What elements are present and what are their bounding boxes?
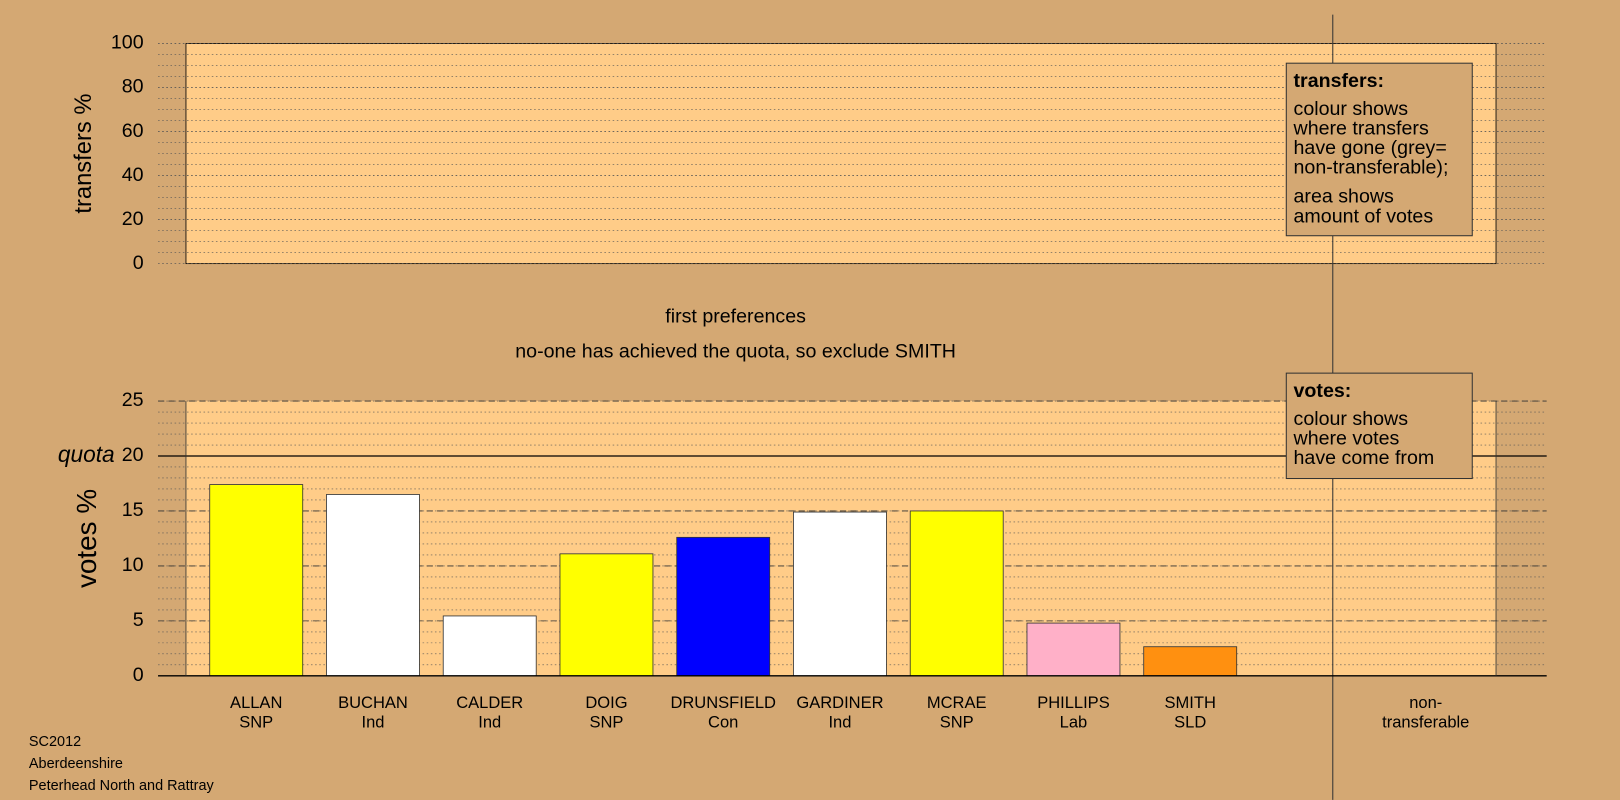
- footer-line: Aberdeenshire: [29, 756, 123, 772]
- x-tick-label: CALDER: [456, 693, 523, 712]
- y-tick-label: 60: [122, 120, 144, 142]
- y-tick-label: 5: [133, 609, 144, 631]
- party-label: SNP: [940, 713, 974, 732]
- bar: [676, 536, 771, 677]
- legend-line: colour shows: [1294, 408, 1409, 430]
- y-tick-label: 20: [122, 444, 144, 466]
- nontransferable-label: non-: [1409, 693, 1442, 712]
- bar: [909, 510, 1004, 677]
- nontransferable-label: transferable: [1382, 713, 1469, 732]
- x-tick-label: SMITH: [1165, 693, 1216, 712]
- chart-subtitle: no-one has achieved the quota, so exclud…: [515, 341, 956, 363]
- party-label: Ind: [361, 713, 384, 732]
- bar: [1026, 622, 1121, 677]
- footer-line: SC2012: [29, 734, 81, 750]
- bar: [559, 553, 654, 677]
- legend-title: transfers:: [1294, 70, 1385, 92]
- legend-box: [1285, 372, 1473, 480]
- y-tick-label: 20: [122, 208, 144, 230]
- x-tick-label: DOIG: [585, 693, 627, 712]
- x-tick-label: MCRAE: [927, 693, 987, 712]
- legend-line: have gone (grey=: [1294, 137, 1447, 159]
- legend-line: have come from: [1294, 447, 1435, 469]
- party-label: SNP: [239, 713, 273, 732]
- y-tick-label: 25: [122, 389, 144, 411]
- bar: [1143, 646, 1238, 677]
- x-tick-label: DRUNSFIELD: [670, 693, 776, 712]
- x-tick-label: GARDINER: [796, 693, 883, 712]
- bar: [793, 511, 887, 677]
- quota-label: quota: [58, 441, 115, 467]
- y-tick-label: 80: [122, 76, 144, 98]
- party-label: Ind: [828, 713, 851, 732]
- marks: [209, 484, 1238, 677]
- party-label: SLD: [1174, 713, 1206, 732]
- x-tick-label: BUCHAN: [338, 693, 408, 712]
- party-label: SNP: [589, 713, 623, 732]
- x-tick-label: ALLAN: [230, 693, 282, 712]
- legend-line: amount of votes: [1294, 205, 1434, 227]
- y-tick-label: 40: [122, 164, 144, 186]
- legend-line: area shows: [1294, 186, 1395, 208]
- party-label: Ind: [478, 713, 501, 732]
- y-tick-label: 100: [111, 32, 144, 54]
- legend-box: [1285, 62, 1473, 237]
- legend-line: non-transferable);: [1294, 157, 1449, 179]
- chart-title: first preferences: [665, 306, 806, 328]
- bar: [209, 484, 304, 677]
- bar: [326, 494, 420, 677]
- legend-line: where votes: [1293, 427, 1400, 449]
- x-tick-label: PHILLIPS: [1037, 693, 1110, 712]
- y-tick-label: 15: [122, 499, 144, 521]
- y-axis-label: transfers %: [70, 94, 97, 214]
- y-axis-label: votes %: [71, 489, 102, 588]
- party-label: Con: [708, 713, 738, 732]
- y-tick-label: 10: [122, 554, 144, 576]
- bar: [442, 615, 537, 677]
- y-tick-label: 0: [133, 664, 144, 686]
- legend-line: colour shows: [1294, 98, 1409, 120]
- party-label: Lab: [1060, 713, 1088, 732]
- legend-line: where transfers: [1293, 117, 1429, 139]
- y-tick-label: 0: [133, 252, 144, 274]
- footer-line: Peterhead North and Rattray: [29, 778, 215, 794]
- legend-title: votes:: [1294, 380, 1352, 402]
